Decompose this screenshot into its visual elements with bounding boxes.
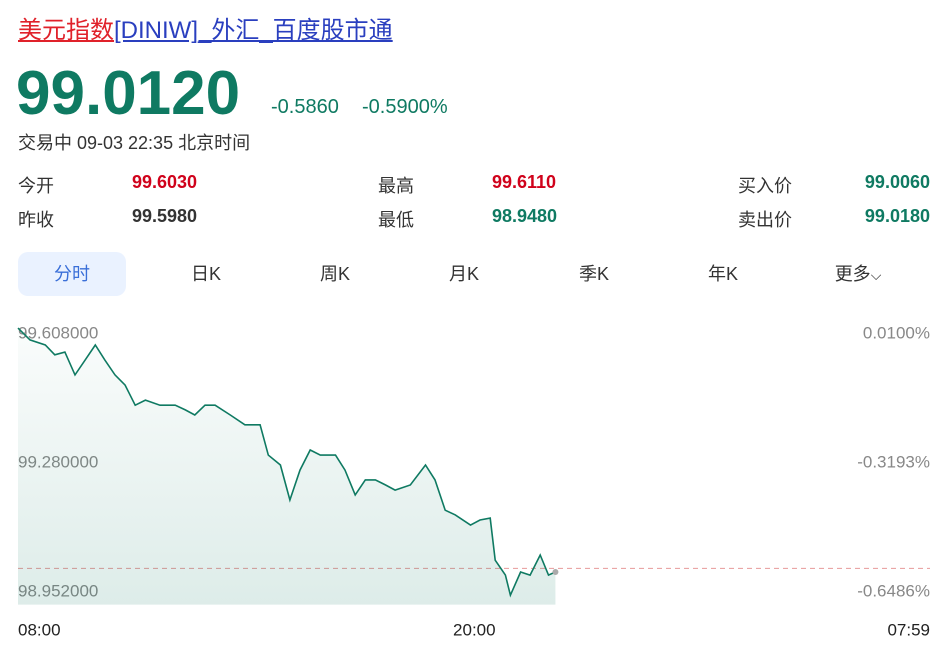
y2-tick-label: -0.6486% xyxy=(857,582,930,601)
y-tick-label: 99.608000 xyxy=(18,323,98,342)
y2-tick-label: 0.0100% xyxy=(863,323,930,342)
x-tick-label: 20:00 xyxy=(453,620,496,639)
title-link[interactable]: [DINIW]_外汇_百度股市通 xyxy=(114,17,393,44)
last-point xyxy=(552,568,559,575)
line xyxy=(17,327,556,598)
tab[interactable]: 分时 xyxy=(18,252,126,296)
change: -0.5860 xyxy=(271,96,339,118)
chart: 98.95200099.28000099.608000-0.6486%-0.31… xyxy=(17,323,930,639)
x-tick-label: 08:00 xyxy=(18,620,61,639)
stat-label: 买入价 xyxy=(738,176,792,196)
tab[interactable]: 月K xyxy=(448,264,479,284)
stat-value: 98.9480 xyxy=(492,206,558,226)
stat-value: 99.6110 xyxy=(492,172,557,192)
stat-label: 最低 xyxy=(378,210,414,230)
tab[interactable]: 更多⌵ xyxy=(834,264,882,284)
tab[interactable]: 年K xyxy=(707,264,738,284)
y2-tick-label: -0.3193% xyxy=(857,453,930,472)
stat-value: 99.5980 xyxy=(132,206,198,226)
change-pct: -0.5900% xyxy=(362,96,448,118)
stat-label: 最高 xyxy=(378,176,414,196)
stat-label: 卖出价 xyxy=(738,210,792,230)
stat-label: 今开 xyxy=(18,176,54,196)
stat-value: 99.0180 xyxy=(864,206,930,226)
tab[interactable]: 日K xyxy=(190,264,221,284)
price: 99.0120 xyxy=(16,59,241,128)
x-tick-label: 07:59 xyxy=(887,620,930,639)
tab[interactable]: 季K xyxy=(578,264,609,284)
chevron: ⌵ xyxy=(870,267,882,283)
stat-value: 99.0060 xyxy=(864,172,930,192)
area xyxy=(18,328,556,605)
status: 交易中 09-03 22:35 北京时间 xyxy=(18,133,251,153)
title-link[interactable]: 美元指数 xyxy=(18,17,114,44)
tab[interactable]: 周K xyxy=(319,264,350,284)
title: 美元指数[DINIW]_外汇_百度股市通 xyxy=(18,10,393,45)
stat-value: 99.6030 xyxy=(132,172,198,192)
stat-label: 昨收 xyxy=(18,210,54,230)
